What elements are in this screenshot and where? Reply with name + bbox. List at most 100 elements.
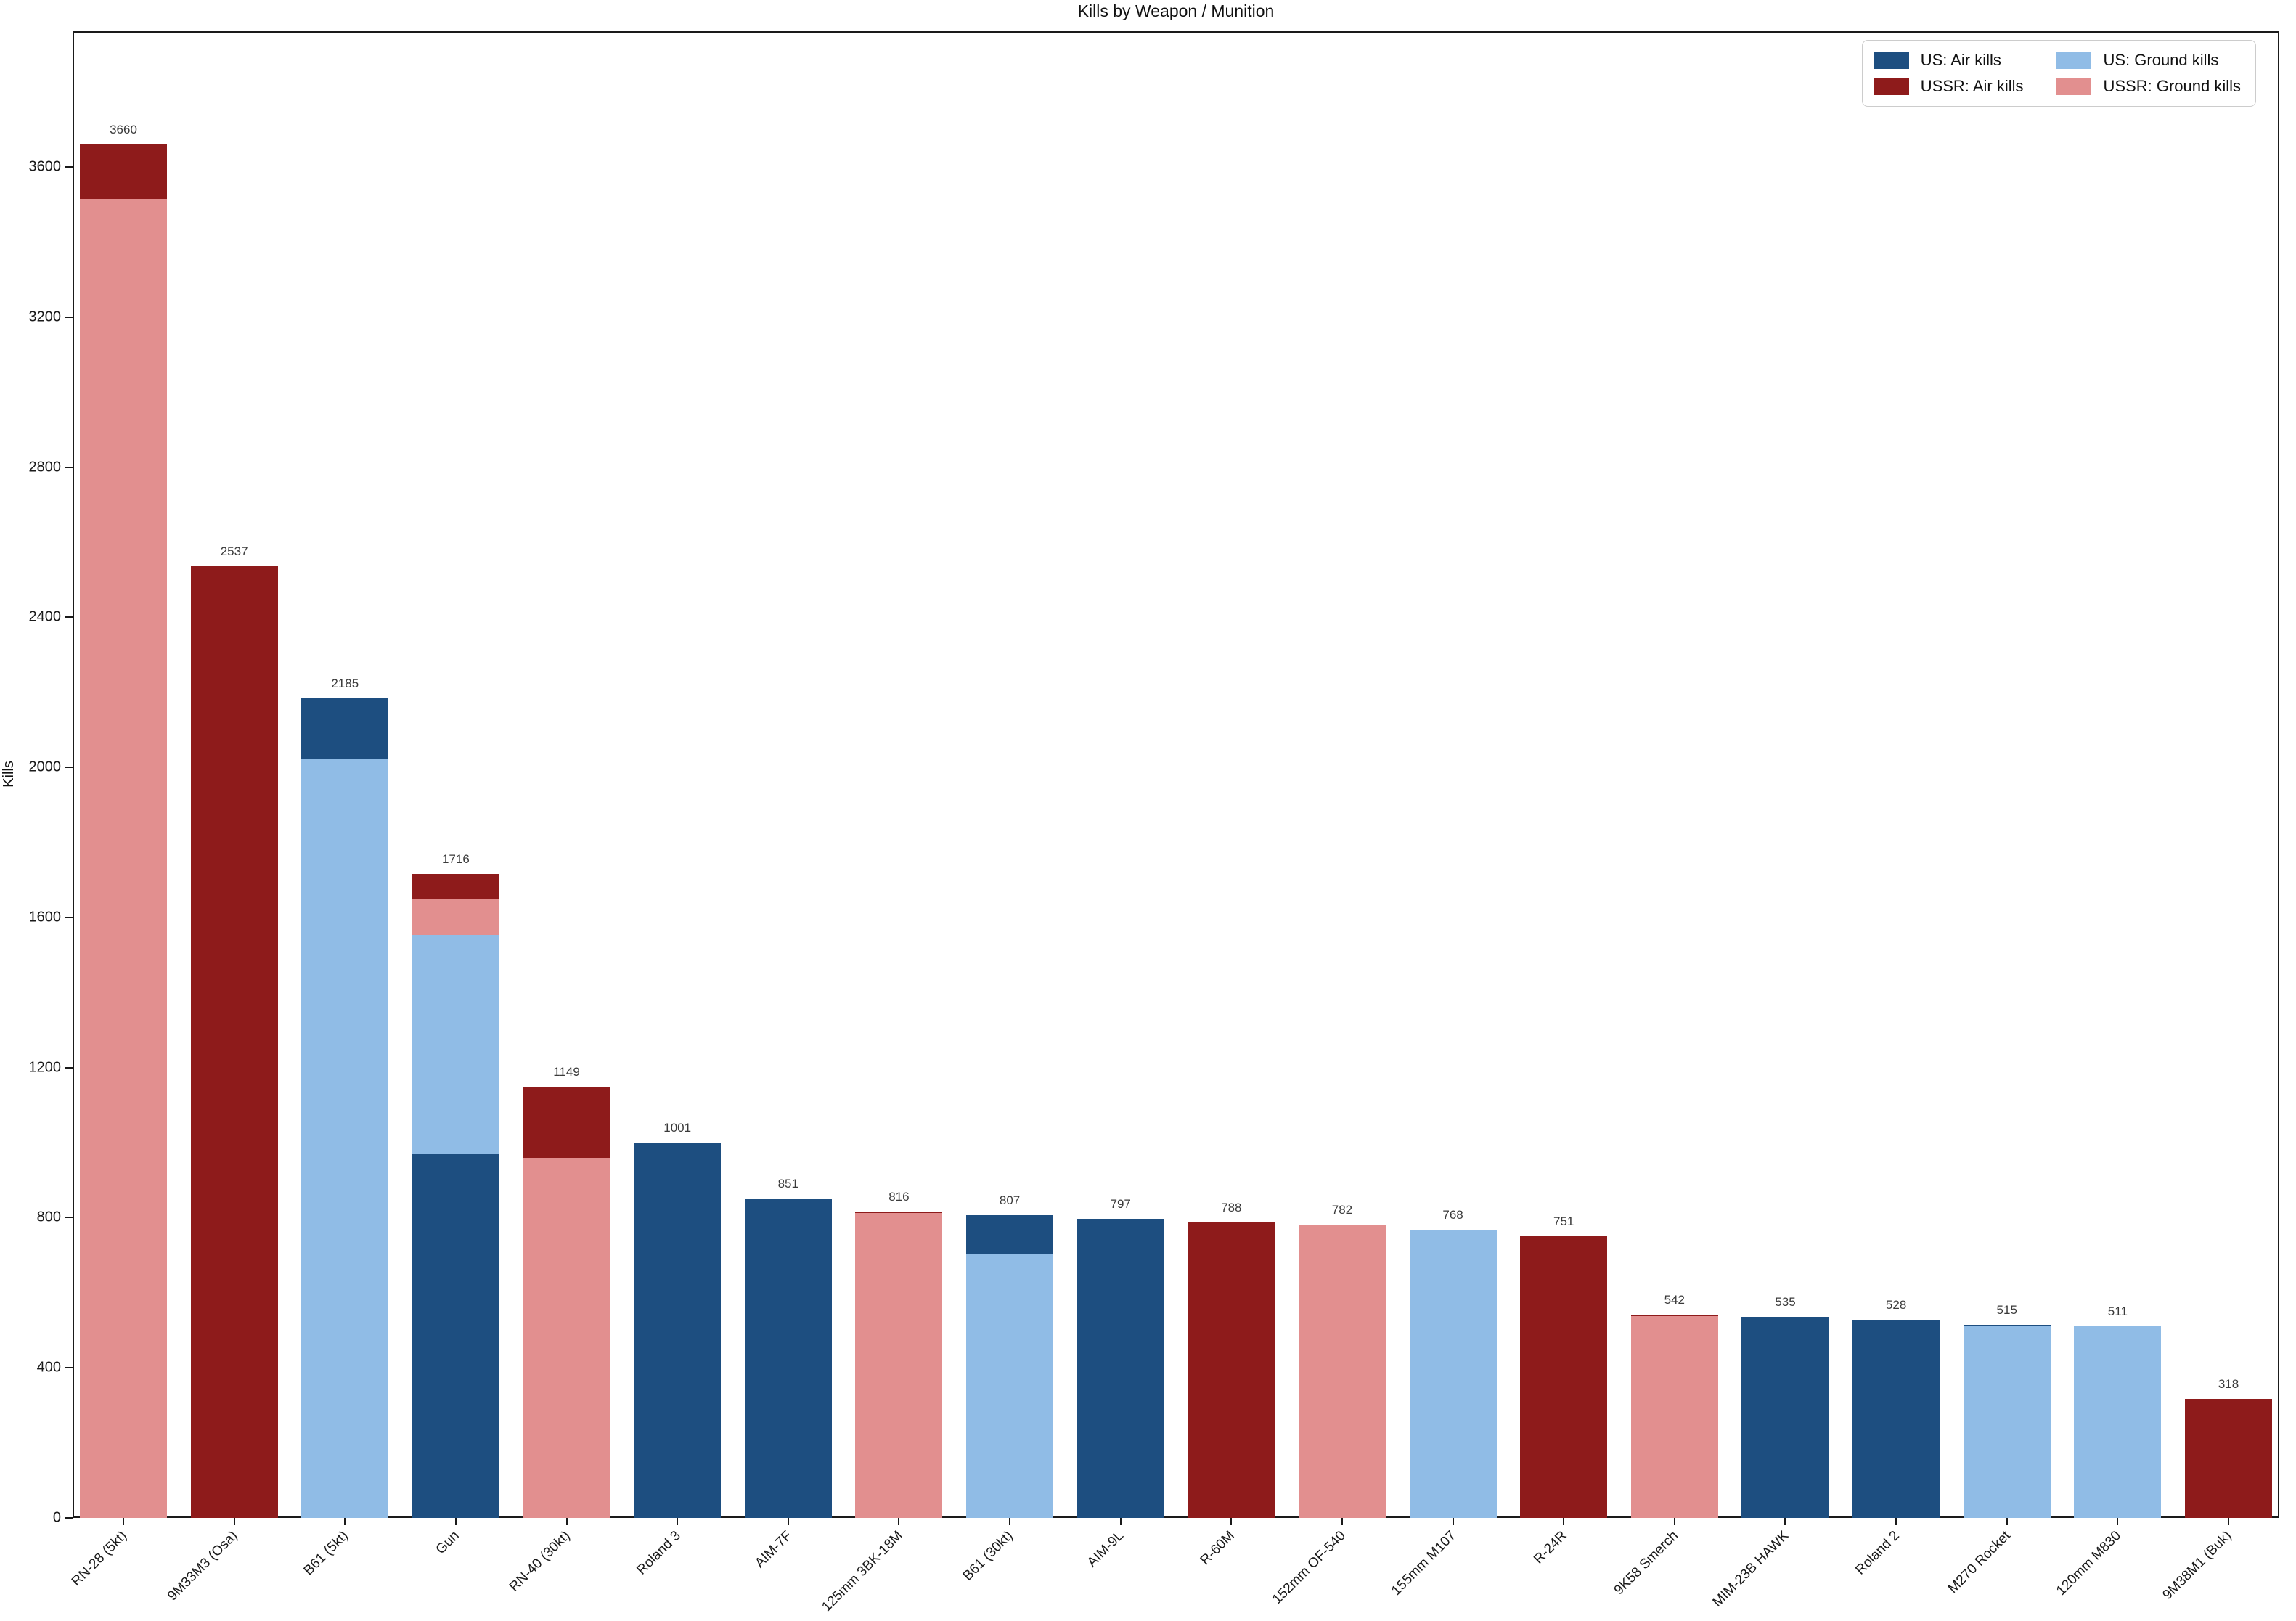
x-tick-label: 9M38M1 (Buk) <box>2160 1528 2235 1603</box>
y-tick-mark <box>65 466 73 468</box>
legend-label: USSR: Air kills <box>1920 77 2024 95</box>
x-tick-label: AIM-7F <box>751 1528 795 1571</box>
y-tick-label: 3600 <box>28 158 62 175</box>
legend-swatch-ussr_air <box>1874 78 1909 95</box>
x-tick-mark <box>454 1518 457 1525</box>
bar-segment-ussr_ground <box>1630 1315 1718 1518</box>
bar-segment-ussr_air <box>190 565 278 1518</box>
legend-item-ussr_ground: USSR: Ground kills <box>2056 77 2241 96</box>
y-tick-mark <box>65 1217 73 1219</box>
y-tick-mark <box>65 166 73 168</box>
x-tick-label: Roland 3 <box>634 1528 685 1578</box>
y-tick-label: 400 <box>36 1359 61 1376</box>
x-tick-mark <box>233 1518 235 1525</box>
bar-segment-us_air <box>1852 1320 1940 1518</box>
bar-value-label: 782 <box>1331 1202 1353 1217</box>
x-tick-mark <box>2228 1518 2229 1525</box>
y-tick-label: 2000 <box>28 759 62 775</box>
bar-value-label: 797 <box>1110 1197 1131 1212</box>
x-tick-mark <box>787 1518 789 1525</box>
x-tick-label: M270 Rocket <box>1945 1528 2014 1597</box>
bar-segment-us_air <box>1076 1219 1164 1518</box>
bar-value-label: 542 <box>1664 1292 1686 1307</box>
x-tick-mark <box>2117 1518 2119 1525</box>
x-tick-mark <box>898 1518 900 1525</box>
bar-segment-ussr_ground <box>1298 1224 1386 1518</box>
y-tick-mark <box>65 1517 73 1519</box>
x-tick-label: B61 (30kt) <box>960 1528 1016 1584</box>
x-tick-mark <box>123 1518 124 1525</box>
bar-value-label: 1001 <box>663 1120 692 1135</box>
legend-label: US: Air kills <box>1920 51 2001 69</box>
bar-value-label: 751 <box>1553 1214 1574 1228</box>
bar-value-label: 318 <box>2218 1376 2239 1391</box>
x-tick-mark <box>1009 1518 1011 1525</box>
chart-title: Kills by Weapon / Munition <box>1077 1 1275 20</box>
y-tick-mark <box>65 616 73 618</box>
legend-swatch-us_ground <box>2056 52 2092 69</box>
legend-label: US: Ground kills <box>2103 51 2219 69</box>
bar-segment-ussr_air <box>1188 1222 1275 1518</box>
y-tick-label: 2400 <box>28 608 62 625</box>
x-tick-mark <box>565 1518 568 1525</box>
bar-segment-ussr_air <box>855 1212 943 1214</box>
x-tick-mark <box>1341 1518 1343 1525</box>
bar-value-label: 2537 <box>220 544 248 558</box>
bar-value-label: 807 <box>999 1193 1021 1207</box>
x-tick-label: AIM-9L <box>1084 1528 1127 1571</box>
x-tick-label: 9M33M3 (Osa) <box>165 1528 241 1604</box>
bar-value-label: 851 <box>777 1177 798 1191</box>
x-tick-label: R-24R <box>1531 1528 1571 1567</box>
y-tick-label: 1600 <box>28 909 62 926</box>
bar-segment-us_air <box>744 1199 832 1518</box>
y-tick-label: 0 <box>52 1509 61 1526</box>
y-tick-label: 1200 <box>28 1059 62 1076</box>
legend-swatch-ussr_ground <box>2056 78 2092 95</box>
bar-segment-us_ground <box>1409 1230 1497 1518</box>
bar-value-label: 1149 <box>553 1065 580 1079</box>
legend-swatch-us_air <box>1874 52 1909 69</box>
x-tick-label: 120mm M830 <box>2054 1528 2125 1598</box>
bar-segment-ussr_ground <box>80 199 167 1518</box>
x-tick-mark <box>677 1518 679 1525</box>
bar-segment-us_ground <box>301 759 389 1518</box>
x-tick-label: R-60M <box>1197 1528 1238 1569</box>
bar-segment-ussr_air <box>1520 1236 1608 1518</box>
bar-segment-us_ground <box>1963 1326 2051 1518</box>
x-tick-label: 155mm M107 <box>1389 1528 1460 1598</box>
bar-value-label: 535 <box>1775 1295 1796 1310</box>
x-tick-label: Roland 2 <box>1852 1528 1903 1578</box>
bar-segment-ussr_air <box>2185 1398 2272 1518</box>
x-tick-label: 152mm OF-540 <box>1269 1528 1349 1607</box>
legend-item-us_ground: US: Ground kills <box>2056 51 2241 70</box>
bar-segment-us_air <box>966 1214 1054 1254</box>
bar-value-label: 528 <box>1885 1298 1907 1312</box>
legend: US: Air kills US: Ground kills USSR: Air k… <box>1861 40 2256 107</box>
y-tick-mark <box>65 1367 73 1369</box>
bar-segment-ussr_air <box>412 873 499 899</box>
bar-segment-us_ground <box>412 935 499 1154</box>
x-tick-label: MIM-23B HAWK <box>1709 1528 1792 1610</box>
x-tick-mark <box>2006 1518 2008 1525</box>
y-tick-mark <box>65 316 73 318</box>
y-tick-mark <box>65 767 73 769</box>
x-tick-label: 9K58 Smerch <box>1611 1528 1681 1598</box>
bar-segment-ussr_ground <box>855 1213 943 1518</box>
y-tick-label: 3200 <box>28 309 62 325</box>
y-tick-label: 800 <box>36 1209 61 1225</box>
bar-segment-us_air <box>634 1142 722 1518</box>
y-tick-mark <box>65 916 73 918</box>
bar-segment-us_ground <box>2074 1326 2162 1518</box>
x-tick-mark <box>1119 1518 1122 1525</box>
bar-segment-us_air <box>1963 1324 2051 1326</box>
bar-value-label: 3660 <box>110 123 137 137</box>
bar-segment-ussr_ground <box>412 899 499 936</box>
x-tick-label: 125mm 3BK-18M <box>818 1528 906 1615</box>
bar-segment-us_air <box>301 698 389 759</box>
x-tick-mark <box>1673 1518 1675 1525</box>
x-tick-mark <box>344 1518 346 1525</box>
x-tick-label: RN-40 (30kt) <box>506 1528 573 1595</box>
bar-segment-ussr_air <box>1630 1314 1718 1316</box>
